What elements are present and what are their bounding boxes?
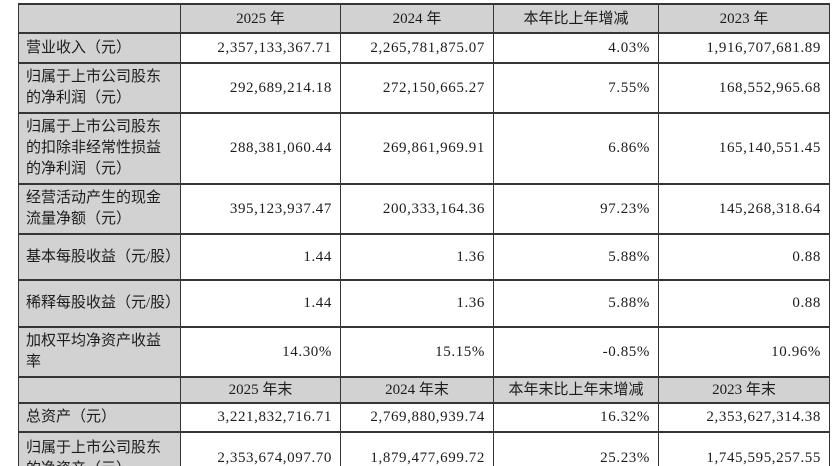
cell-value: 2,265,781,875.07 xyxy=(340,32,494,64)
cell-value: 168,552,965.68 xyxy=(658,62,830,114)
cell-value: 2,353,627,314.38 xyxy=(658,402,830,433)
cell-value: 165,140,551.45 xyxy=(658,112,830,185)
table-row-net-profit: 归属于上市公司股东的净利润（元） 292,689,214.18 272,150,… xyxy=(18,62,830,114)
header-yoy-change: 本年比上年增减 xyxy=(493,3,659,34)
table-row-diluted-eps: 稀释每股收益（元/股） 1.44 1.36 5.88% 0.88 xyxy=(18,279,830,328)
row-label: 归属于上市公司股东的扣除非经常性损益的净利润（元） xyxy=(18,112,181,185)
cell-value: 292,689,214.18 xyxy=(180,62,341,114)
cell-value: 10.96% xyxy=(658,326,830,378)
cell-value: 5.88% xyxy=(493,233,659,281)
header-2023: 2023 年 xyxy=(658,3,830,34)
cell-value: 5.88% xyxy=(493,279,659,328)
row-label: 总资产（元） xyxy=(18,402,181,433)
cell-value: 2,769,880,939.74 xyxy=(340,402,494,433)
header-row-annual: 2025 年 2024 年 本年比上年增减 2023 年 xyxy=(18,3,830,34)
row-label: 经营活动产生的现金流量净额（元） xyxy=(18,183,181,235)
row-label: 加权平均净资产收益率 xyxy=(18,326,181,378)
cell-value: 1.44 xyxy=(180,233,341,281)
table-row-net-assets: 归属于上市公司股东的净资产（元） 2,353,674,097.70 1,879,… xyxy=(18,431,830,466)
header-2024-year-end: 2024 年末 xyxy=(340,376,494,404)
cell-value: 288,381,060.44 xyxy=(180,112,341,185)
table-row-net-profit-excl-nonrecurring: 归属于上市公司股东的扣除非经常性损益的净利润（元） 288,381,060.44… xyxy=(18,112,830,185)
cell-value: 1,916,707,681.89 xyxy=(658,32,830,64)
row-label: 稀释每股收益（元/股） xyxy=(18,279,181,328)
cell-value: 272,150,665.27 xyxy=(340,62,494,114)
cell-value: 1.44 xyxy=(180,279,341,328)
cell-value: 1,879,477,699.72 xyxy=(340,431,494,466)
cell-value: 4.03% xyxy=(493,32,659,64)
cell-value: 14.30% xyxy=(180,326,341,378)
header-2024: 2024 年 xyxy=(340,3,494,34)
table-row-basic-eps: 基本每股收益（元/股） 1.44 1.36 5.88% 0.88 xyxy=(18,233,830,281)
cell-value: 15.15% xyxy=(340,326,494,378)
cell-value: 1.36 xyxy=(340,279,494,328)
cell-value: 6.86% xyxy=(493,112,659,185)
header-blank-cell xyxy=(18,376,181,404)
cell-value: -0.85% xyxy=(493,326,659,378)
cell-value: 25.23% xyxy=(493,431,659,466)
row-label: 基本每股收益（元/股） xyxy=(18,233,181,281)
table-row-weighted-avg-roe: 加权平均净资产收益率 14.30% 15.15% -0.85% 10.96% xyxy=(18,326,830,378)
cell-value: 145,268,318.64 xyxy=(658,183,830,235)
cell-value: 1,745,595,257.55 xyxy=(658,431,830,466)
cell-value: 16.32% xyxy=(493,402,659,433)
cell-value: 2,353,674,097.70 xyxy=(180,431,341,466)
table-row-operating-revenue: 营业收入（元） 2,357,133,367.71 2,265,781,875.0… xyxy=(18,32,830,64)
cell-value: 2,357,133,367.71 xyxy=(180,32,341,64)
cell-value: 97.23% xyxy=(493,183,659,235)
header-2023-year-end: 2023 年末 xyxy=(658,376,830,404)
table-row-total-assets: 总资产（元） 3,221,832,716.71 2,769,880,939.74… xyxy=(18,402,830,433)
row-label: 营业收入（元） xyxy=(18,32,181,64)
header-2025: 2025 年 xyxy=(180,3,341,34)
cell-value: 395,123,937.47 xyxy=(180,183,341,235)
cell-value: 200,333,164.36 xyxy=(340,183,494,235)
cell-value: 3,221,832,716.71 xyxy=(180,402,341,433)
row-label: 归属于上市公司股东的净利润（元） xyxy=(18,62,181,114)
cell-value: 1.36 xyxy=(340,233,494,281)
cell-value: 0.88 xyxy=(658,233,830,281)
header-row-year-end: 2025 年末 2024 年末 本年末比上年末增减 2023 年末 xyxy=(18,376,830,404)
row-label: 归属于上市公司股东的净资产（元） xyxy=(18,431,181,466)
header-2025-year-end: 2025 年末 xyxy=(180,376,341,404)
header-year-end-change: 本年末比上年末增减 xyxy=(493,376,659,404)
cell-value: 7.55% xyxy=(493,62,659,114)
cell-value: 269,861,969.91 xyxy=(340,112,494,185)
table-row-operating-cash-flow: 经营活动产生的现金流量净额（元） 395,123,937.47 200,333,… xyxy=(18,183,830,235)
header-blank-cell xyxy=(18,3,181,34)
key-accounting-data-table: 2025 年 2024 年 本年比上年增减 2023 年 营业收入（元） 2,3… xyxy=(18,3,830,466)
cell-value: 0.88 xyxy=(658,279,830,328)
